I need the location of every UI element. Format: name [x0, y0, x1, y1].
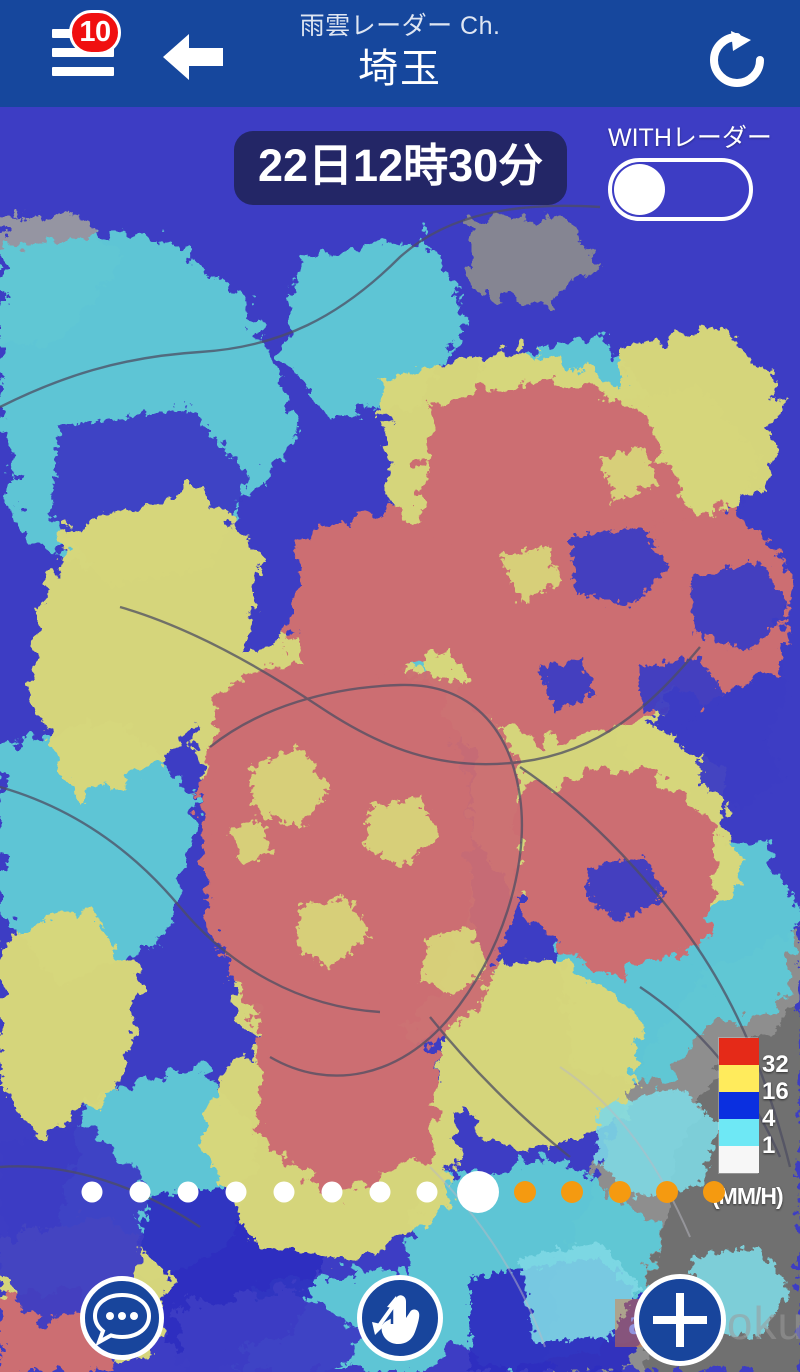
timeline-dot-future-2[interactable]	[561, 1181, 583, 1203]
legend-swatch-band-1	[719, 1119, 759, 1146]
timeline-dot-past-0[interactable]	[81, 1181, 103, 1203]
timeline-dot-past-5[interactable]	[321, 1181, 343, 1203]
header-title-block: 雨雲レーダー Ch. 埼玉	[250, 11, 550, 95]
timeline-dot-past-2[interactable]	[177, 1181, 199, 1203]
menu-line-3	[52, 67, 114, 76]
back-button[interactable]	[155, 26, 229, 88]
refresh-button[interactable]	[704, 27, 770, 93]
legend-swatch-band-16	[719, 1065, 759, 1092]
legend-tick-32: 32	[762, 1051, 789, 1078]
back-arrow-icon	[163, 34, 223, 80]
timeline-dot-future-1[interactable]	[514, 1181, 536, 1203]
timeline-dot-past-1[interactable]	[129, 1181, 151, 1203]
with-radar-label: WITHレーダー	[608, 124, 772, 152]
radar-map[interactable]	[0, 107, 800, 1372]
with-radar-control[interactable]: WITHレーダー	[608, 118, 786, 221]
channel-title: 雨雲レーダー Ch.	[299, 12, 501, 40]
legend-tick-16: 16	[762, 1078, 789, 1105]
legend-tick-labels: 32 16 4 1	[762, 1037, 800, 1172]
notification-badge: 10	[69, 10, 121, 55]
drag-hand-icon	[372, 1295, 420, 1344]
hamburger-menu-button[interactable]: 10	[52, 10, 121, 82]
toggle-knob	[614, 164, 665, 215]
legend-swatch-band-32	[719, 1038, 759, 1065]
refresh-icon	[710, 31, 764, 87]
app-header: 10 雨雲レーダー Ch. 埼玉	[0, 0, 800, 107]
timeline-dot-future-4[interactable]	[656, 1181, 678, 1203]
legend-swatch-band-4	[719, 1092, 759, 1119]
timeline-dot-future-3[interactable]	[609, 1181, 631, 1203]
timeline-dot-past-6[interactable]	[369, 1181, 391, 1203]
chat-button[interactable]	[80, 1276, 164, 1360]
timeline-dot-current[interactable]	[457, 1171, 499, 1213]
add-button[interactable]	[634, 1274, 726, 1366]
timeline-dot-past-4[interactable]	[273, 1181, 295, 1203]
legend-tick-1: 1	[762, 1132, 776, 1159]
chat-bubble-icon	[92, 1292, 152, 1347]
map-boundary-lines	[0, 204, 792, 1228]
rainfall-legend: 32 16 4 1 (MM/H)	[712, 1037, 800, 1210]
timeline-dot-past-7[interactable]	[416, 1181, 438, 1203]
region-title: 埼玉	[358, 47, 442, 91]
time-slider[interactable]	[0, 1171, 800, 1213]
timeline-dot-past-3[interactable]	[225, 1181, 247, 1203]
timeline-dot-future-5[interactable]	[703, 1181, 725, 1203]
pan-mode-button[interactable]	[357, 1275, 443, 1361]
timestamp-pill: 22日12時30分	[234, 131, 568, 205]
legend-color-bar	[718, 1037, 759, 1174]
legend-swatch-band-0	[719, 1146, 759, 1173]
legend-tick-4: 4	[762, 1105, 776, 1132]
with-radar-toggle[interactable]	[608, 158, 753, 221]
plus-icon	[653, 1293, 707, 1347]
radar-map-canvas	[0, 107, 800, 1372]
